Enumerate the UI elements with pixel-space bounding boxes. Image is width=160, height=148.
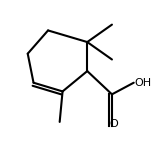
Text: OH: OH xyxy=(134,78,152,88)
Text: O: O xyxy=(109,119,118,129)
